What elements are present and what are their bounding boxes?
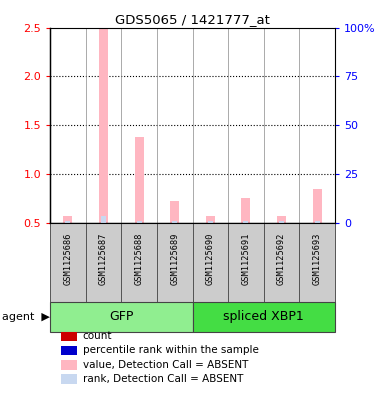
Bar bbox=[192, 223, 228, 301]
Bar bbox=[99, 28, 108, 223]
Text: GSM1125692: GSM1125692 bbox=[277, 233, 286, 285]
Bar bbox=[264, 223, 300, 301]
Text: GSM1125688: GSM1125688 bbox=[135, 233, 144, 285]
Text: GSM1125687: GSM1125687 bbox=[99, 233, 108, 285]
Bar bbox=[62, 375, 77, 384]
Text: count: count bbox=[83, 331, 112, 341]
Bar bbox=[208, 221, 213, 223]
Text: GSM1125690: GSM1125690 bbox=[206, 233, 215, 285]
Bar bbox=[277, 217, 286, 223]
Bar bbox=[170, 201, 179, 223]
Bar bbox=[65, 221, 70, 223]
Text: GSM1125693: GSM1125693 bbox=[313, 233, 321, 285]
Text: percentile rank within the sample: percentile rank within the sample bbox=[83, 345, 259, 355]
Text: agent  ▶: agent ▶ bbox=[2, 312, 50, 321]
Text: spliced XBP1: spliced XBP1 bbox=[223, 310, 304, 323]
Text: GFP: GFP bbox=[109, 310, 134, 323]
Bar bbox=[62, 331, 77, 341]
Bar bbox=[172, 221, 177, 223]
Text: GSM1125691: GSM1125691 bbox=[241, 233, 250, 285]
Bar bbox=[300, 223, 335, 301]
Bar bbox=[85, 223, 121, 301]
Bar bbox=[315, 221, 320, 223]
Bar bbox=[101, 217, 106, 223]
Bar bbox=[279, 221, 284, 223]
Bar bbox=[135, 137, 144, 223]
Bar bbox=[157, 223, 192, 301]
Bar bbox=[241, 198, 250, 223]
Text: rank, Detection Call = ABSENT: rank, Detection Call = ABSENT bbox=[83, 374, 243, 384]
Bar bbox=[50, 223, 85, 301]
Bar bbox=[50, 301, 192, 332]
Bar bbox=[228, 223, 264, 301]
Text: value, Detection Call = ABSENT: value, Detection Call = ABSENT bbox=[83, 360, 248, 370]
Text: GSM1125689: GSM1125689 bbox=[170, 233, 179, 285]
Title: GDS5065 / 1421777_at: GDS5065 / 1421777_at bbox=[115, 13, 270, 26]
Bar bbox=[313, 189, 321, 223]
Bar bbox=[62, 345, 77, 355]
Bar bbox=[121, 223, 157, 301]
Bar bbox=[243, 221, 248, 223]
Text: GSM1125686: GSM1125686 bbox=[64, 233, 72, 285]
Bar bbox=[137, 221, 142, 223]
Bar bbox=[192, 301, 335, 332]
Bar bbox=[206, 217, 215, 223]
Bar bbox=[62, 360, 77, 370]
Bar bbox=[64, 217, 72, 223]
